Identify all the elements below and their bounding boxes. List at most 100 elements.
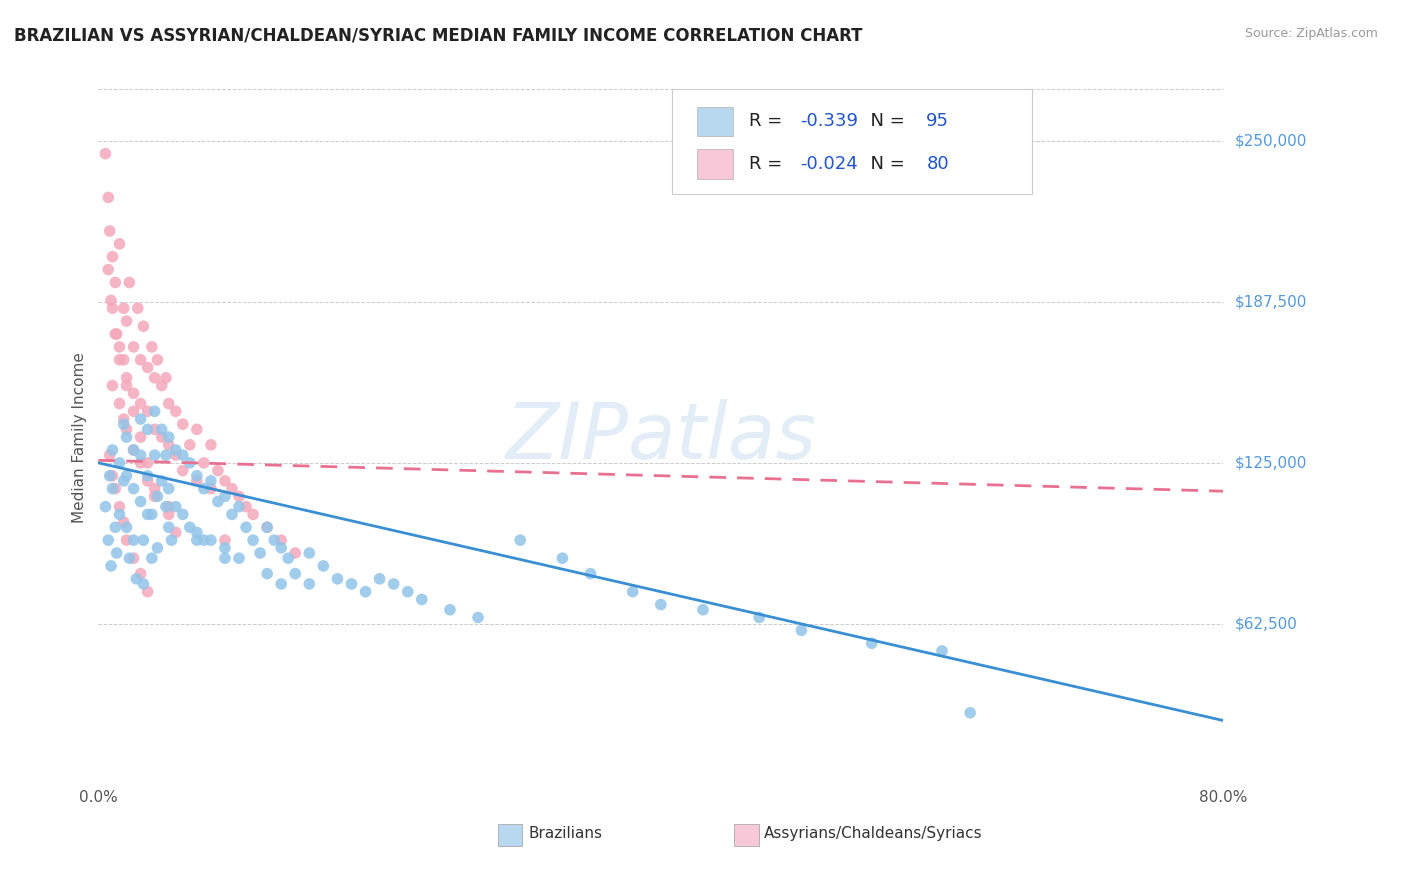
- FancyBboxPatch shape: [697, 107, 733, 136]
- Point: [179, 438, 201, 452]
- Point: [129, 412, 152, 426]
- Point: [263, 533, 285, 548]
- Text: ZIPatlas: ZIPatlas: [505, 399, 817, 475]
- Point: [115, 314, 138, 328]
- Point: [312, 558, 335, 573]
- Point: [200, 438, 222, 452]
- Text: 80: 80: [927, 155, 949, 173]
- Text: Brazilians: Brazilians: [529, 826, 602, 841]
- Text: -0.339: -0.339: [800, 112, 858, 130]
- Point: [165, 442, 187, 457]
- Point: [146, 489, 169, 503]
- FancyBboxPatch shape: [672, 89, 1032, 194]
- Point: [165, 525, 187, 540]
- Point: [157, 438, 180, 452]
- Point: [207, 494, 229, 508]
- Point: [179, 456, 201, 470]
- Point: [509, 533, 531, 548]
- Point: [368, 572, 391, 586]
- Point: [256, 566, 278, 581]
- Point: [143, 489, 166, 503]
- Point: [186, 533, 208, 548]
- Point: [94, 146, 117, 161]
- Point: [136, 422, 159, 436]
- Point: [122, 442, 145, 457]
- Point: [256, 520, 278, 534]
- Point: [112, 352, 135, 367]
- Point: [122, 340, 145, 354]
- Text: $125,000: $125,000: [1234, 455, 1306, 470]
- Point: [112, 474, 135, 488]
- Point: [112, 515, 135, 529]
- Point: [214, 551, 236, 566]
- Point: [129, 494, 152, 508]
- Point: [214, 474, 236, 488]
- Point: [748, 610, 770, 624]
- Point: [354, 584, 377, 599]
- Point: [98, 448, 121, 462]
- Point: [790, 624, 813, 638]
- Point: [621, 584, 644, 599]
- Point: [143, 404, 166, 418]
- Point: [122, 386, 145, 401]
- Text: $250,000: $250,000: [1234, 133, 1306, 148]
- Point: [284, 566, 307, 581]
- Point: [108, 500, 131, 514]
- Point: [122, 404, 145, 418]
- Point: [326, 572, 349, 586]
- Point: [115, 430, 138, 444]
- Point: [155, 448, 177, 462]
- Point: [150, 378, 173, 392]
- Point: [100, 558, 122, 573]
- Point: [157, 396, 180, 410]
- Point: [193, 533, 215, 548]
- Point: [104, 520, 127, 534]
- FancyBboxPatch shape: [498, 824, 523, 847]
- Point: [101, 482, 124, 496]
- Point: [104, 326, 127, 341]
- Point: [122, 551, 145, 566]
- Point: [108, 340, 131, 354]
- Point: [108, 508, 131, 522]
- Point: [104, 482, 127, 496]
- Point: [100, 293, 122, 308]
- Point: [108, 396, 131, 410]
- Point: [270, 577, 292, 591]
- Point: [136, 360, 159, 375]
- Point: [132, 533, 155, 548]
- Point: [150, 474, 173, 488]
- Point: [141, 551, 163, 566]
- Point: [122, 533, 145, 548]
- Point: [136, 474, 159, 488]
- Point: [136, 404, 159, 418]
- Point: [150, 430, 173, 444]
- Point: [118, 551, 141, 566]
- Point: [98, 224, 121, 238]
- Point: [411, 592, 433, 607]
- Point: [146, 352, 169, 367]
- Point: [101, 301, 124, 316]
- Point: [172, 448, 194, 462]
- Text: $62,500: $62,500: [1234, 616, 1298, 632]
- Text: $187,500: $187,500: [1234, 294, 1306, 310]
- Text: Source: ZipAtlas.com: Source: ZipAtlas.com: [1244, 27, 1378, 40]
- Point: [959, 706, 981, 720]
- Point: [228, 489, 250, 503]
- Point: [108, 236, 131, 251]
- Point: [136, 508, 159, 522]
- Point: [129, 448, 152, 462]
- Point: [115, 371, 138, 385]
- Point: [143, 371, 166, 385]
- Point: [101, 468, 124, 483]
- Point: [165, 500, 187, 514]
- Point: [214, 489, 236, 503]
- Point: [146, 541, 169, 555]
- Point: [115, 520, 138, 534]
- Text: -0.024: -0.024: [800, 155, 858, 173]
- Point: [125, 572, 148, 586]
- Point: [165, 448, 187, 462]
- Point: [155, 500, 177, 514]
- Point: [157, 508, 180, 522]
- Point: [186, 422, 208, 436]
- Point: [186, 525, 208, 540]
